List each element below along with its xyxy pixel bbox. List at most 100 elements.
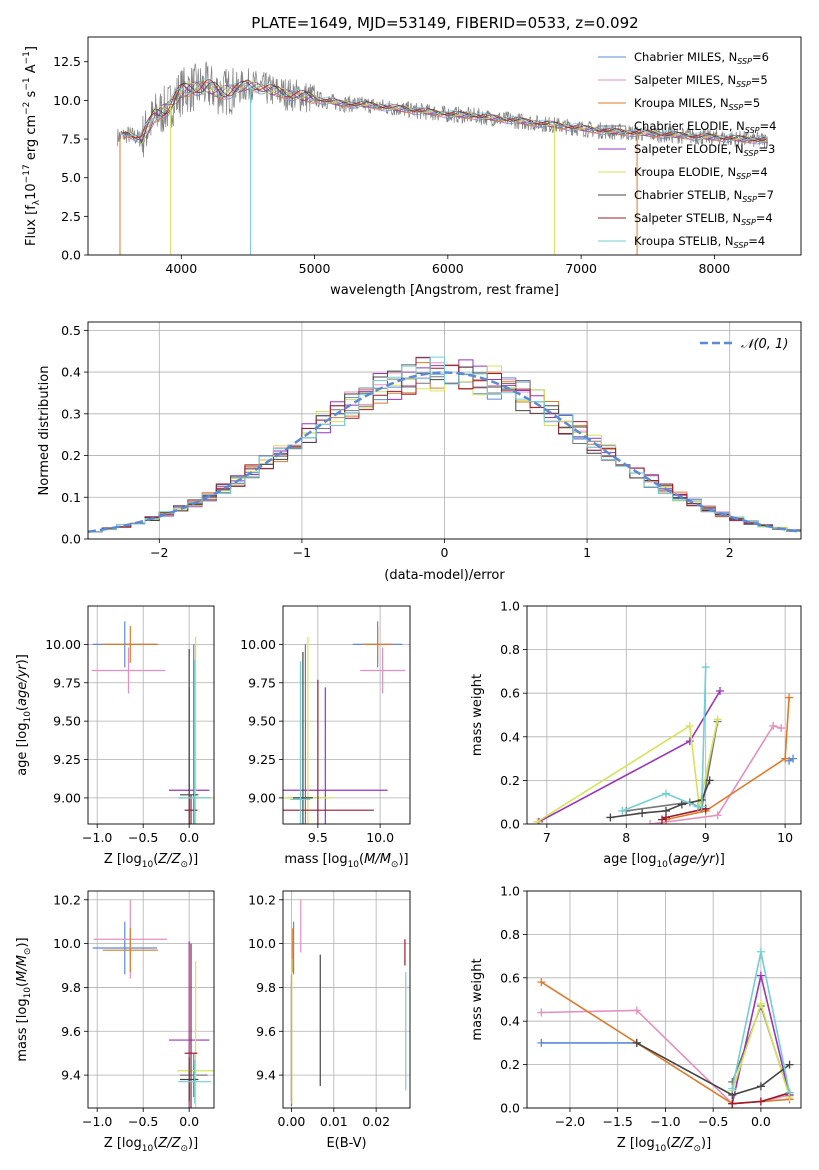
y-tick-label: 10.00 bbox=[240, 637, 276, 652]
legend-entry: Chabrier MILES, NSSP=6 bbox=[634, 50, 769, 66]
legend-entry: Kroupa ELODIE, NSSP=4 bbox=[634, 165, 768, 181]
weight-point bbox=[705, 776, 714, 785]
weight-point bbox=[606, 813, 615, 822]
y-axis-label: age [log10(age/yr)] bbox=[15, 654, 33, 776]
weight-point bbox=[632, 1038, 641, 1047]
x-tick-label: −0.5 bbox=[128, 830, 158, 845]
x-axis-label: age [log10(age/yr)] bbox=[603, 852, 725, 870]
y-tick-label: 0.2 bbox=[61, 448, 81, 463]
x-tick-label: 10.0 bbox=[366, 830, 394, 845]
x-tick-label: 4000 bbox=[165, 261, 197, 276]
x-tick-label: 0.0 bbox=[751, 1114, 771, 1129]
y-tick-label: 9.8 bbox=[61, 980, 81, 995]
figure-title: PLATE=1649, MJD=53149, FIBERID=0533, z=0… bbox=[251, 14, 638, 32]
y-tick-label: 0.8 bbox=[500, 927, 520, 942]
y-tick-label: 0.0 bbox=[500, 817, 520, 832]
panel-mass-weight-vs-Z: −2.0 −1.5 −1.0 −0.5 0.0 0.0 0.2 0.4 0.6 0.8 1.0 Z [… bbox=[470, 884, 802, 1154]
weight-point bbox=[756, 947, 765, 956]
weight-point bbox=[618, 806, 627, 815]
y-tick-label: 0.1 bbox=[61, 490, 81, 505]
y-tick-label: 9.75 bbox=[53, 675, 81, 690]
x-tick-label: −1 bbox=[293, 545, 311, 560]
panel-mass-vs-EBV: 0.00 0.01 0.02 9.4 9.6 9.8 10.0 10.2 E(B-V) bbox=[248, 890, 411, 1151]
residual-histogram bbox=[88, 356, 801, 533]
weight-point bbox=[661, 789, 670, 798]
y-tick-label: 9.25 bbox=[248, 752, 276, 767]
axes-frame bbox=[87, 890, 215, 1109]
weight-line bbox=[622, 666, 707, 812]
x-tick-label: −1.0 bbox=[82, 1114, 112, 1129]
legend-entry: Salpeter ELODIE, NSSP=3 bbox=[634, 142, 775, 158]
legend-entry: Salpeter STELIB, NSSP=4 bbox=[634, 211, 773, 227]
weight-point bbox=[638, 809, 647, 818]
weight-point bbox=[701, 663, 710, 672]
y-tick-label: 12.5 bbox=[53, 54, 81, 69]
plot-area bbox=[283, 621, 406, 824]
y-tick-label: 0.6 bbox=[500, 970, 520, 985]
weight-point bbox=[756, 971, 765, 980]
y-tick-label: 9.00 bbox=[248, 790, 276, 805]
y-tick-label: 9.4 bbox=[256, 1068, 276, 1083]
plot-area bbox=[91, 621, 214, 824]
y-tick-label: 0.0 bbox=[500, 1101, 520, 1116]
y-tick-label: 0.2 bbox=[500, 1057, 520, 1072]
y-tick-label: 10.0 bbox=[53, 936, 81, 951]
weight-point bbox=[537, 1038, 546, 1047]
y-tick-label: 9.75 bbox=[248, 675, 276, 690]
y-tick-label: 9.25 bbox=[53, 752, 81, 767]
weight-line bbox=[649, 724, 782, 824]
weight-point bbox=[537, 978, 546, 987]
y-tick-label: 7.5 bbox=[61, 132, 81, 147]
plot-area bbox=[88, 356, 801, 533]
x-tick-label: −2 bbox=[150, 545, 168, 560]
y-tick-label: 9.50 bbox=[53, 714, 81, 729]
y-tick-label: 0.2 bbox=[500, 773, 520, 788]
weight-point bbox=[685, 737, 694, 746]
weight-line bbox=[536, 719, 719, 823]
axes-frame bbox=[87, 605, 215, 825]
y-tick-label: 9.6 bbox=[61, 1024, 81, 1039]
weight-point bbox=[713, 715, 722, 724]
weight-point bbox=[785, 693, 794, 702]
y-tick-label: 10.0 bbox=[53, 93, 81, 108]
x-tick-label: 0.0 bbox=[179, 830, 199, 845]
y-tick-label: 2.5 bbox=[61, 209, 81, 224]
weight-point bbox=[537, 1008, 546, 1017]
plot-area bbox=[537, 947, 794, 1108]
y-tick-label: 9.6 bbox=[256, 1024, 276, 1039]
y-axis-label: Flux [fλ10−17 erg cm−2 s−1 A−1] bbox=[22, 46, 42, 246]
y-tick-label: 10.2 bbox=[53, 892, 81, 907]
x-tick-label: 0.02 bbox=[362, 1114, 390, 1129]
x-axis-label: Z [log10(Z/Z⊙)] bbox=[104, 852, 198, 870]
x-tick-label: 8 bbox=[622, 830, 630, 845]
x-tick-label: −0.5 bbox=[698, 1114, 728, 1129]
x-tick-label: −2.0 bbox=[555, 1114, 585, 1129]
y-tick-label: 9.8 bbox=[256, 980, 276, 995]
plot-area bbox=[533, 663, 798, 824]
y-axis-label: mass weight bbox=[470, 674, 485, 756]
x-tick-label: 0.00 bbox=[278, 1114, 306, 1129]
x-tick-label: −0.5 bbox=[128, 1114, 158, 1129]
y-tick-label: 0.3 bbox=[61, 406, 81, 421]
weight-point bbox=[789, 754, 798, 763]
axes-frame bbox=[87, 321, 802, 540]
y-tick-label: 0.4 bbox=[500, 729, 520, 744]
x-tick-label: 7000 bbox=[565, 261, 597, 276]
y-tick-label: 0.6 bbox=[500, 686, 520, 701]
weight-point bbox=[777, 724, 786, 733]
y-tick-label: 0.0 bbox=[61, 248, 81, 263]
y-tick-label: 0.0 bbox=[61, 532, 81, 547]
legend-entry: 𝒩(0, 1) bbox=[741, 337, 788, 352]
legend-entry: Salpeter MILES, NSSP=5 bbox=[634, 73, 768, 89]
axes-frame bbox=[282, 605, 411, 825]
y-tick-label: 5.0 bbox=[61, 170, 81, 185]
x-axis-label: E(B-V) bbox=[326, 1136, 366, 1151]
y-tick-label: 0.5 bbox=[61, 323, 81, 338]
y-tick-label: 10.0 bbox=[248, 936, 276, 951]
panel-mass-weight-vs-age: 7 8 9 10 0.0 0.2 0.4 0.6 0.8 1.0 age [log10(age/yr… bbox=[470, 599, 802, 870]
weight-line bbox=[636, 1042, 790, 1096]
x-axis-label: (data-model)/error bbox=[384, 568, 505, 583]
legend-entry: Chabrier STELIB, NSSP=7 bbox=[634, 188, 774, 204]
panel-spectrum: 4000 5000 6000 7000 8000 0.0 2.5 5.0 7.5 10.0 12.5… bbox=[22, 36, 802, 298]
legend: Chabrier MILES, NSSP=6 Salpeter MILES, NS… bbox=[598, 50, 776, 250]
